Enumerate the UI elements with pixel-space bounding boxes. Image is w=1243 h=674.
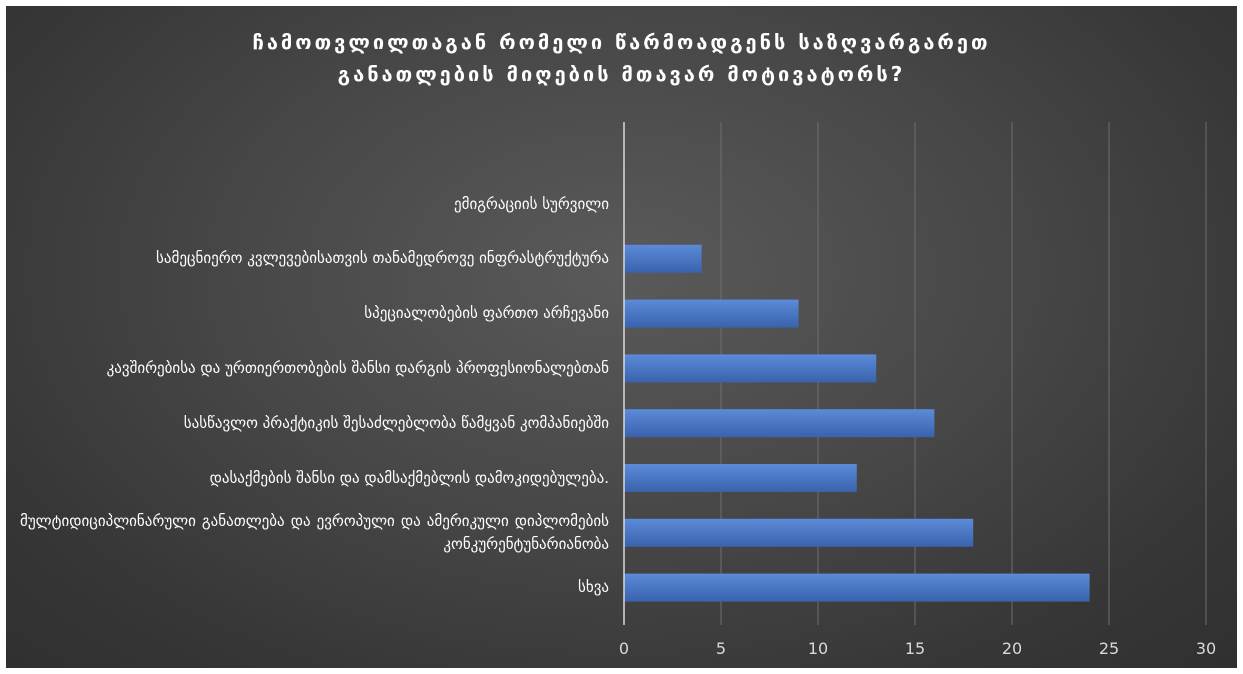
x-tick-label-10: 10 — [808, 639, 828, 658]
x-tick-label-5: 5 — [716, 639, 726, 658]
bar-7 — [624, 573, 1090, 602]
category-label-1: სამეცნიერო კვლევებისათვის თანამედროვე ინ… — [156, 249, 609, 268]
category-label-6: მულტიდიციპლინარული განათლება და ევროპული… — [20, 511, 609, 553]
x-tick-label-0: 0 — [619, 639, 629, 658]
x-tick-labels: 0 5 10 15 20 25 30 — [619, 639, 1216, 658]
chart-plot-area: 0 5 10 15 20 25 30 — [619, 122, 1216, 658]
category-label-7: სხვა — [578, 578, 609, 597]
bar-6 — [624, 518, 974, 547]
bar-5 — [624, 464, 857, 492]
category-label-3: კავშირებისა და ურთიერთობების შანსი დარგი… — [106, 358, 609, 377]
category-label-5: დასაქმების შანსი და დამსაქმებლის დამოკიდ… — [209, 468, 609, 487]
category-label-0: ემიგრაციის სურვილი — [454, 194, 609, 213]
bar-4 — [624, 409, 935, 438]
bar-1 — [624, 244, 702, 273]
bars — [624, 244, 1090, 602]
bar-3 — [624, 354, 877, 383]
category-label-4: სასწავლო პრაქტიკის შესაძლებლობა წამყვან … — [183, 413, 609, 432]
chart-frame: ჩამოთვლილთაგან რომელი წარმოადგენს საზღვა… — [6, 6, 1237, 668]
bar-2 — [624, 299, 799, 328]
category-label-2: სპეციალობების ფართო არჩევანი — [364, 304, 609, 323]
chart-title: ჩამოთვლილთაგან რომელი წარმოადგენს საზღვა… — [252, 30, 991, 86]
x-tick-label-15: 15 — [905, 639, 925, 658]
x-tick-label-30: 30 — [1196, 639, 1216, 658]
x-tick-label-25: 25 — [1099, 639, 1119, 658]
x-tick-label-20: 20 — [1002, 639, 1022, 658]
